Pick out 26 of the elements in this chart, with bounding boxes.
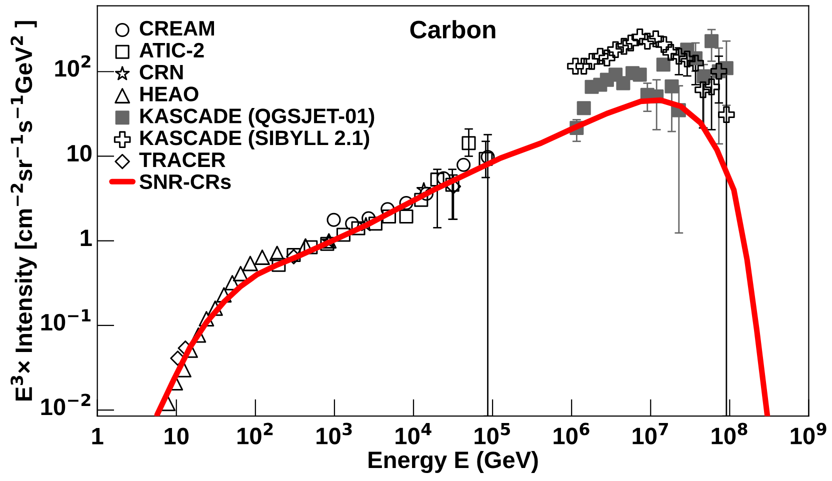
y-tick-label: 1 — [80, 230, 92, 246]
legend-label: CREAM — [140, 20, 214, 36]
legend-label: ATIC-2 — [140, 42, 204, 58]
x-tick-label: 10$^{5}$ — [474, 423, 510, 444]
legend-label: SNR-CRs — [140, 174, 231, 190]
x-tick-label: 10$^{7}$ — [632, 423, 668, 444]
chart-title: Carbon — [410, 20, 496, 38]
x-tick-label: 10$^{8}$ — [712, 422, 748, 444]
x-tick-label: 10$^{2}$ — [238, 422, 273, 444]
legend-label: KASCADE (SIBYLL 2.1) — [140, 130, 370, 150]
x-tick-label: 10$^{3}$ — [316, 422, 352, 444]
legend-label: CRN — [140, 64, 183, 80]
x-tick-label: 1 — [92, 428, 104, 444]
legend-label: KASCADE (QGSJET-01) — [140, 108, 374, 128]
y-tick-label: 10$^{2}$ — [55, 55, 90, 77]
x-tick-label: 10$^{9}$ — [790, 422, 826, 444]
x-tick-label: 10$^{4}$ — [396, 423, 432, 444]
y-tick-label: 10 — [68, 144, 92, 162]
legend-label: TRACER — [139, 152, 226, 168]
x-tick-label: 10 — [164, 428, 189, 445]
x-tick-label: 10$^{6}$ — [554, 422, 590, 444]
text: E$^{3}$× Intensity [cm$^{−2}$sr$^{−1}$s$^{−1}$GeV$^{2}$ ] — [10, 21, 37, 400]
y-tick-label: 10$^{−1}$ — [41, 309, 91, 331]
x-axis-title: Energy E (GeV) — [368, 450, 538, 474]
y-tick-label: 10$^{−2}$ — [41, 394, 90, 416]
legend-label: HEAO — [140, 86, 198, 102]
